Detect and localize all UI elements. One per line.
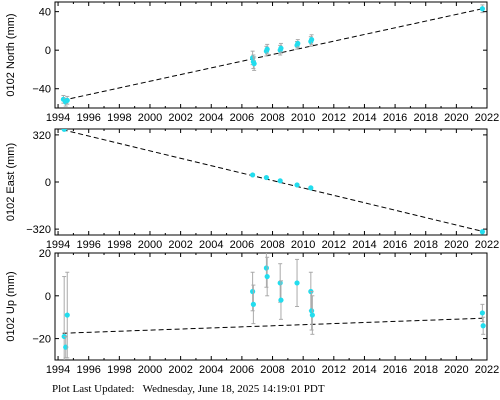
y-tick-label: 0: [45, 291, 51, 303]
footer-timestamp: Wednesday, June 18, 2025 14:19:01 PDT: [142, 383, 325, 395]
x-tick-label: 1996: [76, 239, 100, 251]
x-tick-label: 2016: [383, 239, 407, 251]
x-tick-label: 2002: [168, 239, 192, 251]
y-axis-label: 0102 North (mm): [5, 13, 17, 96]
chart-panel-1: 1994 1996 1998 2000 2002 2004 2006 2008 2010 2012…: [5, 1, 499, 124]
x-tick-label: 2000: [138, 364, 162, 376]
y-axis-label: 0102 East (mm): [5, 143, 17, 221]
data-point: [64, 312, 70, 318]
x-tick-label: 1996: [76, 364, 100, 376]
plot-update-footer: Plot Last Updated: Wednesday, June 18, 2…: [52, 383, 325, 395]
data-point: [479, 6, 486, 12]
x-tick-label: 2020: [444, 239, 468, 251]
data-point: [277, 178, 283, 184]
x-tick-label: 1994: [46, 112, 70, 124]
x-tick-label: 1996: [76, 112, 100, 124]
x-tick-label: 2006: [230, 364, 254, 376]
plot-frame: [54, 252, 488, 361]
data-layer: [60, 4, 486, 107]
x-tick-label: 1998: [107, 112, 131, 124]
data-point: [308, 36, 315, 43]
x-tick-label: 1994: [46, 364, 70, 376]
trend-line: [62, 317, 483, 334]
x-tick-label: 1998: [107, 239, 131, 251]
data-layer: [61, 129, 486, 235]
x-tick-label: 2012: [322, 112, 346, 124]
y-tick-label: 40: [39, 7, 51, 19]
chart-panel-2: 1994 1996 1998 2000 2002 2004 2006 2008 2010 2012…: [5, 128, 499, 251]
x-tick-label: 2004: [199, 239, 223, 251]
y-tick-label: −40: [32, 84, 51, 96]
x-tick-label: 2010: [291, 239, 315, 251]
x-tick-label: 2004: [199, 364, 223, 376]
data-point: [250, 172, 256, 178]
x-tick-label: 2020: [444, 364, 468, 376]
x-tick-label: 2000: [138, 112, 162, 124]
x-tick-label: 2016: [383, 364, 407, 376]
x-tick-label: 2022: [475, 364, 499, 376]
y-axis-label: 0102 Up (mm): [5, 271, 17, 341]
x-tick-label: 2006: [230, 112, 254, 124]
data-point: [64, 97, 70, 103]
x-tick-label: 1998: [107, 364, 131, 376]
data-point: [295, 40, 301, 47]
y-tick-label: 320: [33, 130, 51, 142]
data-point: [263, 174, 270, 181]
data-point: [479, 310, 486, 316]
y-tick-label: 0: [45, 45, 51, 57]
y-tick-label: 20: [39, 248, 51, 260]
data-point: [309, 312, 315, 318]
x-tick-label: 2018: [413, 112, 437, 124]
chart-panel-3: 1994 1996 1998 2000 2002 2004 2006 2008 2010 2012…: [5, 248, 499, 376]
x-tick-label: 2010: [291, 364, 315, 376]
x-tick-label: 2010: [291, 112, 315, 124]
x-tick-label: 2004: [199, 112, 223, 124]
x-tick-label: 2012: [322, 239, 346, 251]
y-tick-label: 0: [45, 177, 51, 189]
y-tick-label: −20: [32, 334, 51, 346]
data-point: [264, 273, 270, 280]
x-tick-label: 2008: [260, 239, 284, 251]
data-point: [480, 323, 486, 329]
data-point: [61, 129, 67, 132]
x-tick-label: 2022: [475, 239, 499, 251]
trend-line: [62, 129, 483, 232]
data-layer: [61, 253, 486, 360]
x-tick-label: 2014: [352, 239, 376, 251]
data-point: [278, 297, 284, 303]
x-tick-label: 2018: [413, 364, 437, 376]
x-tick-label: 2008: [260, 112, 284, 124]
x-tick-label: 2018: [413, 239, 437, 251]
x-tick-label: 2020: [444, 112, 468, 124]
data-point: [294, 280, 300, 286]
data-point: [308, 185, 314, 191]
data-point: [250, 301, 256, 307]
x-tick-label: 2008: [260, 364, 284, 376]
data-point: [294, 182, 300, 188]
data-point: [308, 308, 315, 314]
x-tick-label: 1994: [46, 239, 70, 251]
data-point: [251, 61, 257, 67]
data-point: [264, 46, 270, 52]
data-point: [479, 229, 486, 235]
trend-line: [62, 8, 483, 101]
plot-frame: [54, 1, 488, 109]
x-tick-label: 2022: [475, 112, 499, 124]
footer-label: Plot Last Updated:: [52, 383, 135, 395]
x-tick-label: 2002: [168, 364, 192, 376]
data-point: [278, 45, 284, 51]
x-tick-label: 2012: [322, 364, 346, 376]
data-point: [263, 265, 270, 271]
data-point: [250, 288, 256, 295]
data-point: [277, 280, 283, 286]
x-tick-label: 2014: [352, 112, 376, 124]
x-tick-label: 2000: [138, 239, 162, 251]
plot-frame: [54, 128, 488, 236]
x-tick-label: 2016: [383, 112, 407, 124]
x-tick-label: 2002: [168, 112, 192, 124]
y-tick-label: −320: [26, 224, 51, 236]
x-tick-label: 2014: [352, 364, 376, 376]
x-tick-label: 2006: [230, 239, 254, 251]
